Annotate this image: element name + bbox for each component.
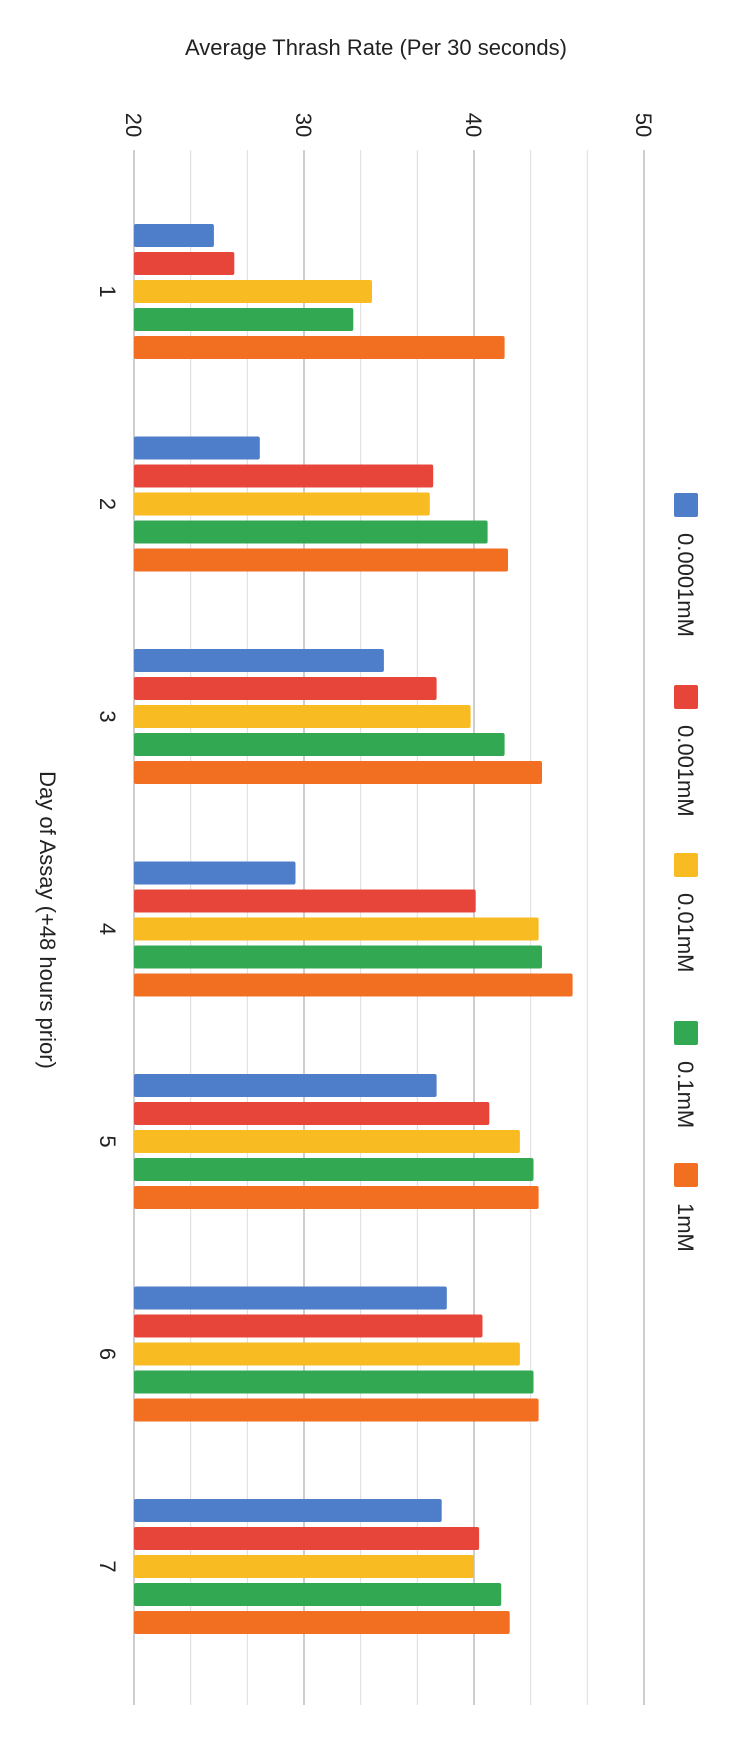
- y-axis-label: Day of Assay (+48 hours prior): [35, 771, 60, 1069]
- bar-day2-0.001mM: [134, 464, 434, 488]
- bar-day5-0.001mM: [134, 1102, 490, 1125]
- bar-day3-0.0001mM: [134, 649, 384, 672]
- value-tick-label: 20: [121, 113, 146, 137]
- category-label-2: 2: [95, 498, 120, 510]
- legend-swatch-1mM: [674, 1163, 698, 1187]
- value-tick-label: 30: [291, 113, 316, 137]
- bar-day2-0.01mM: [134, 492, 430, 516]
- bar-day5-0.1mM: [134, 1158, 534, 1181]
- value-tick-label: 40: [461, 113, 486, 137]
- legend: 0.0001mM 0.001mM 0.01mM 0.1mM 1mM: [673, 493, 698, 1252]
- bar-day6-0.001mM: [134, 1314, 483, 1338]
- category-labels: 1 2 3 4 5 6 7: [95, 285, 120, 1572]
- bar-day6-0.01mM: [134, 1342, 520, 1366]
- legend-label-0.001mM: 0.001mM: [673, 725, 698, 817]
- bars: [134, 224, 573, 1634]
- legend-swatch-0.001mM: [674, 685, 698, 709]
- bar-day4-0.0001mM: [134, 861, 296, 885]
- bar-day4-0.01mM: [134, 917, 539, 941]
- bar-day2-1mM: [134, 548, 508, 572]
- bar-day5-0.01mM: [134, 1130, 520, 1153]
- bar-day1-0.1mM: [134, 308, 354, 331]
- legend-label-1mM: 1mM: [673, 1203, 698, 1252]
- category-label-6: 6: [95, 1348, 120, 1360]
- category-label-5: 5: [95, 1135, 120, 1147]
- bar-day1-1mM: [134, 336, 505, 359]
- bar-day1-0.01mM: [134, 280, 372, 303]
- bar-day5-1mM: [134, 1186, 539, 1209]
- category-label-3: 3: [95, 710, 120, 722]
- legend-swatch-0.01mM: [674, 853, 698, 877]
- bar-day3-0.001mM: [134, 677, 437, 700]
- bar-day3-0.01mM: [134, 705, 471, 728]
- bar-day4-0.1mM: [134, 945, 542, 969]
- value-tick-labels: 20 30 40 50: [121, 113, 656, 137]
- bar-day5-0.0001mM: [134, 1074, 437, 1097]
- chart-title: Average Thrash Rate (Per 30 seconds): [185, 35, 567, 60]
- bar-day1-0.0001mM: [134, 224, 214, 247]
- value-tick-label: 50: [631, 113, 656, 137]
- category-label-1: 1: [95, 285, 120, 297]
- bar-day7-0.1mM: [134, 1583, 502, 1606]
- category-label-4: 4: [95, 923, 120, 935]
- bar-day2-0.1mM: [134, 520, 488, 544]
- bar-day6-0.1mM: [134, 1370, 534, 1394]
- bar-day4-1mM: [134, 973, 573, 997]
- legend-label-0.1mM: 0.1mM: [673, 1061, 698, 1128]
- bar-day2-0.0001mM: [134, 436, 260, 460]
- bar-day3-1mM: [134, 761, 542, 784]
- bar-day4-0.001mM: [134, 889, 476, 913]
- bar-day6-1mM: [134, 1398, 539, 1422]
- category-label-7: 7: [95, 1560, 120, 1572]
- legend-label-0.01mM: 0.01mM: [673, 893, 698, 972]
- bar-day7-0.01mM: [134, 1555, 474, 1578]
- bar-day6-0.0001mM: [134, 1286, 447, 1310]
- bar-day7-0.0001mM: [134, 1499, 442, 1522]
- legend-swatch-0.1mM: [674, 1021, 698, 1045]
- bar-day7-1mM: [134, 1611, 510, 1634]
- legend-label-0.0001mM: 0.0001mM: [673, 533, 698, 637]
- bar-day7-0.001mM: [134, 1527, 480, 1550]
- bar-day1-0.001mM: [134, 252, 235, 275]
- legend-swatch-0.0001mM: [674, 493, 698, 517]
- bar-day3-0.1mM: [134, 733, 505, 756]
